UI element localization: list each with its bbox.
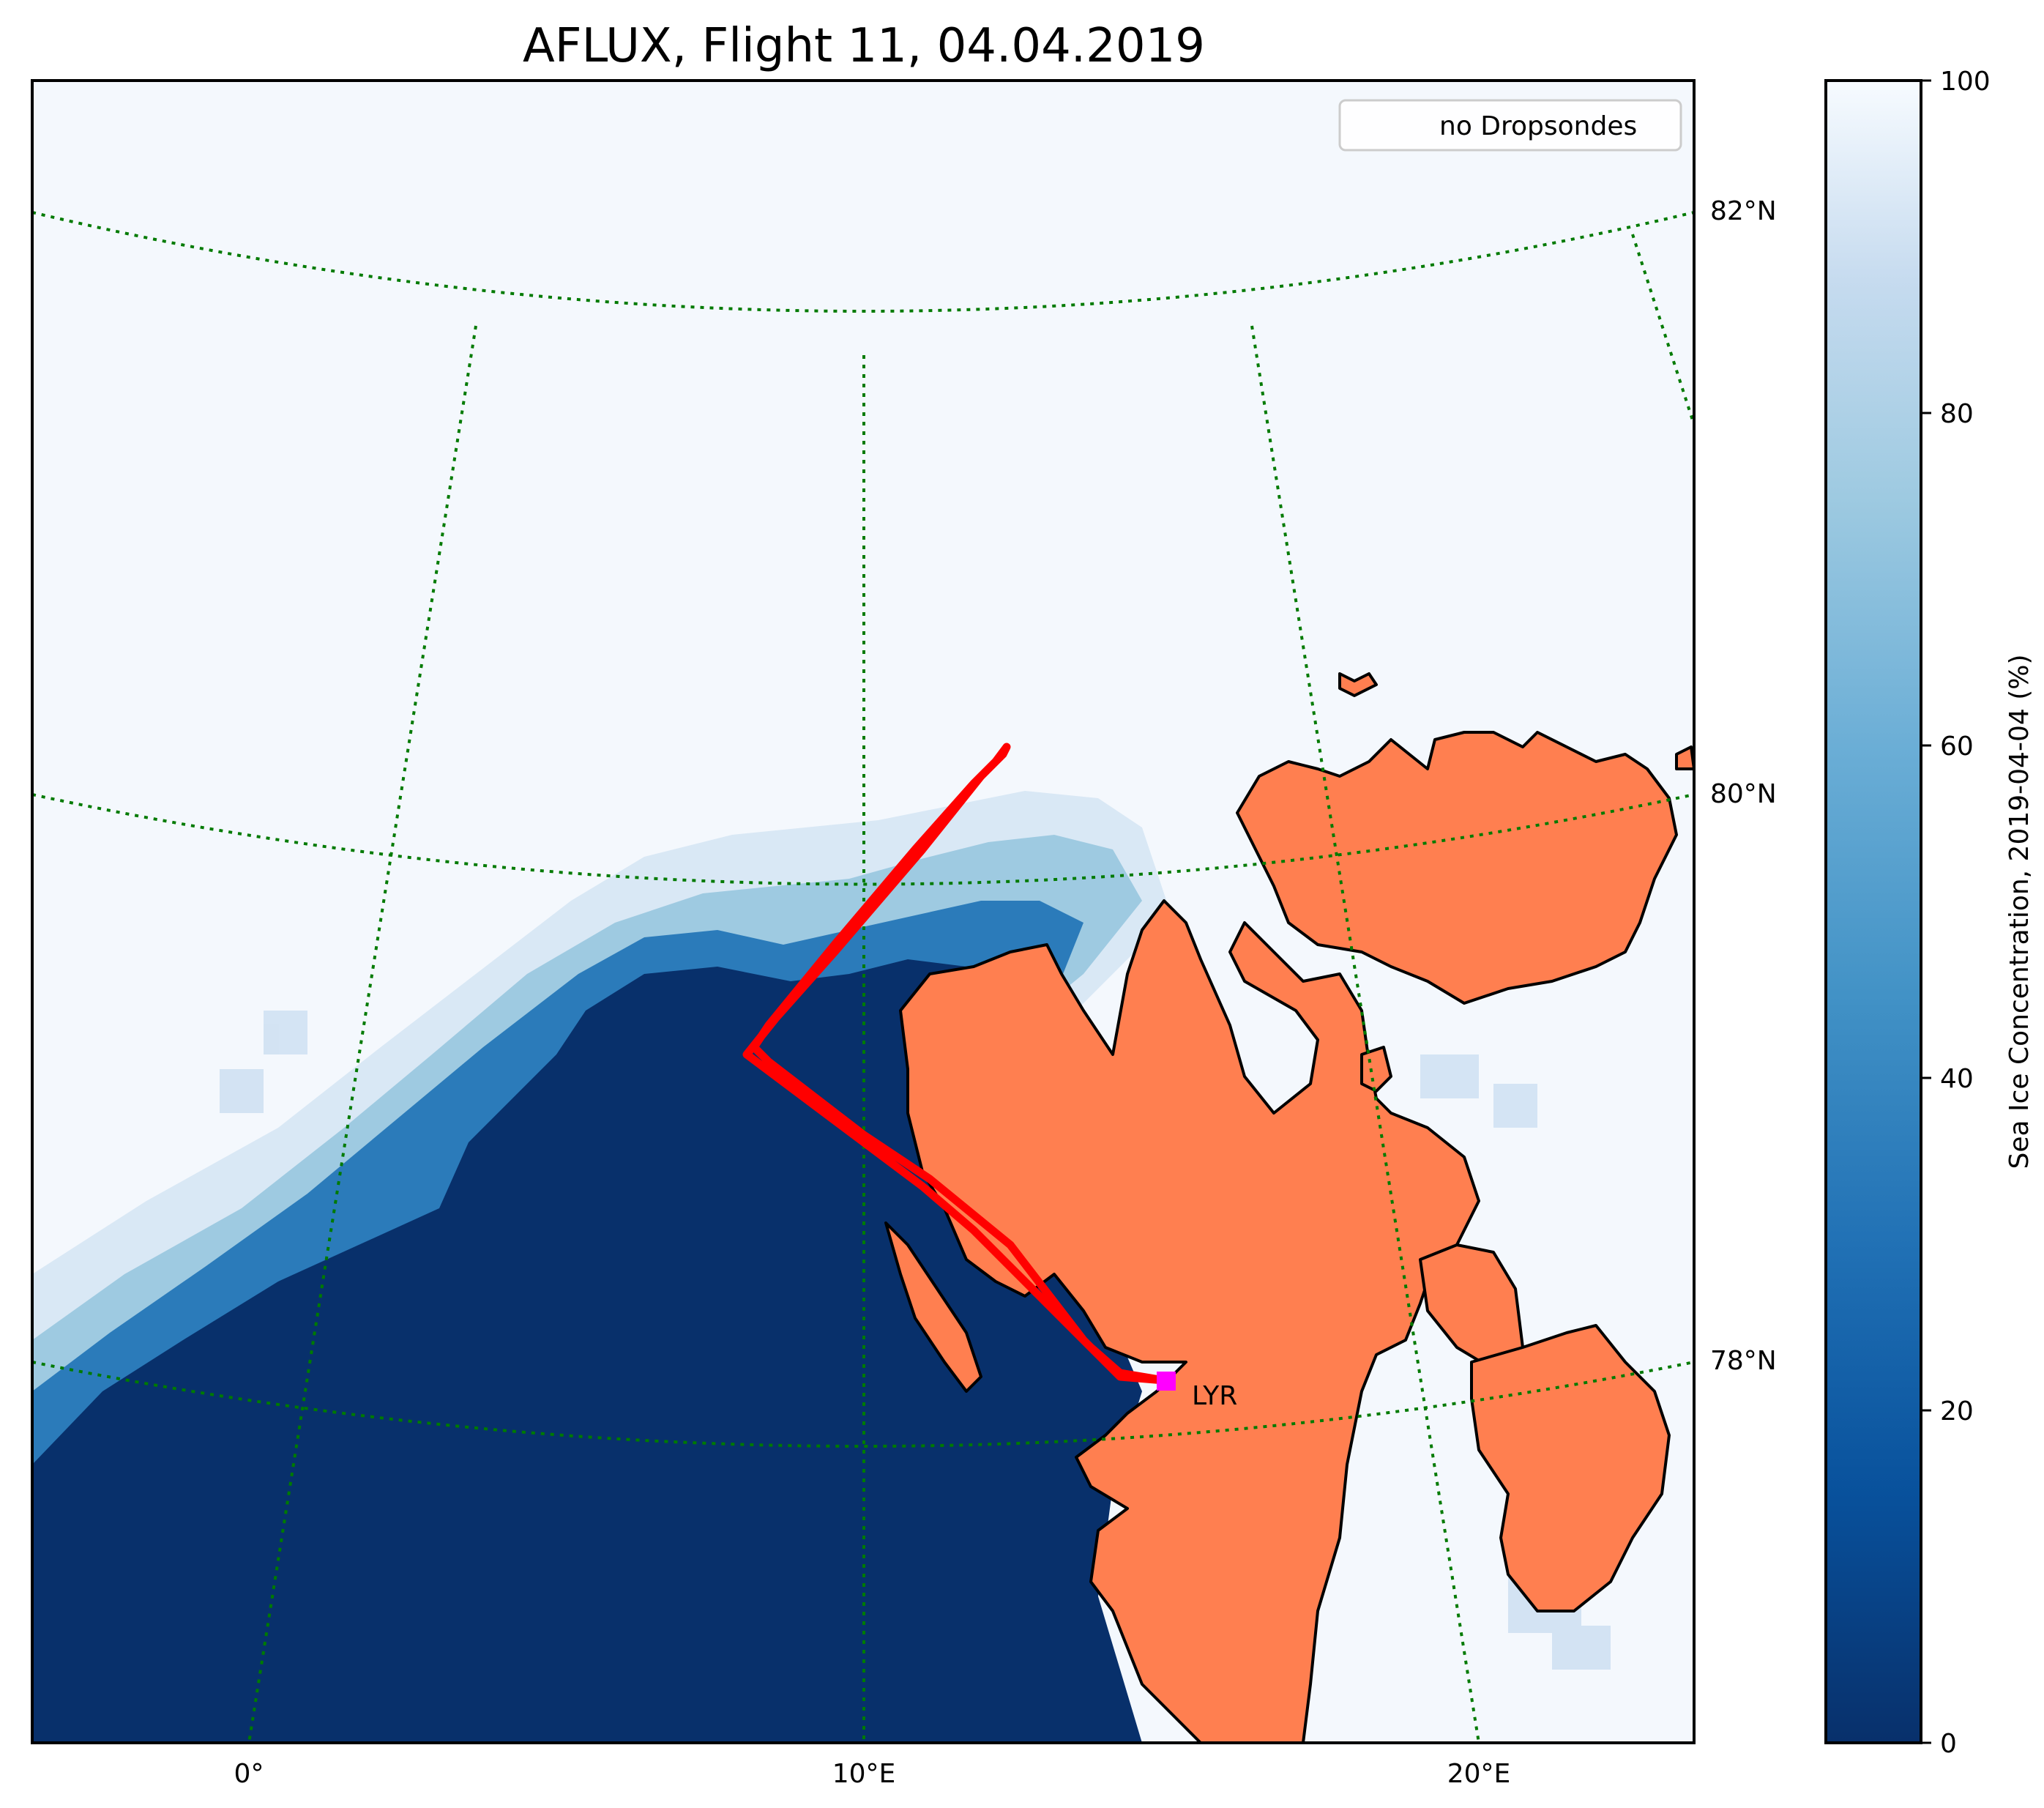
map-panel: LYR no Dropsondes	[32, 81, 1694, 1743]
meridian-20E	[1250, 325, 1480, 1743]
station-marker	[1157, 1372, 1176, 1391]
lon-label-0: 0°	[234, 1759, 264, 1789]
colorbar-tick-label: 100	[1940, 67, 1991, 97]
colorbar: 0 20 40 60 80 100 Sea Ice Concentration, 2019…	[1824, 67, 2034, 1759]
station-label: LYR	[1192, 1381, 1237, 1411]
map-frame	[31, 79, 1696, 1744]
parallel-82N	[32, 211, 1694, 313]
flight-track	[742, 743, 1168, 1385]
colorbar-tick-label: 40	[1940, 1064, 1974, 1094]
land-svalbard	[884, 672, 1694, 1743]
legend-entry-no-dropsondes: no Dropsondes	[1439, 111, 1637, 141]
colorbar-tick-label: 0	[1940, 1729, 1957, 1759]
parallel-80N	[32, 793, 1694, 886]
map-title: AFLUX, Flight 11, 04.04.2019	[523, 19, 1205, 73]
colorbar-tick-label: 20	[1940, 1396, 1974, 1426]
colorbar-tick-label: 60	[1940, 732, 1974, 762]
colorbar-gradient	[1824, 79, 1922, 1744]
parallel-78N	[32, 1361, 1694, 1448]
graticule	[32, 211, 1694, 1743]
lon-label-20e: 20°E	[1447, 1759, 1511, 1789]
lat-label-82n: 82°N	[1710, 196, 1777, 226]
lat-label-78n: 78°N	[1710, 1346, 1777, 1376]
colorbar-ticks: 0 20 40 60 80 100	[1921, 67, 1991, 1759]
colorbar-tick-label: 80	[1940, 399, 1974, 429]
colorbar-label: Sea Ice Concentration, 2019-04-04 (%)	[2004, 654, 2034, 1169]
lon-label-10e: 10°E	[832, 1759, 896, 1789]
meridian-0	[247, 325, 477, 1743]
lat-label-80n: 80°N	[1710, 779, 1777, 809]
legend: no Dropsondes	[1338, 99, 1682, 152]
